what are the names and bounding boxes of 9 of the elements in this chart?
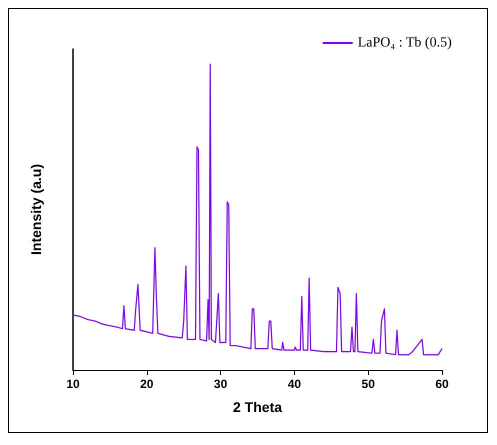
x-tick-label: 30 <box>214 377 228 391</box>
x-tick-label: 50 <box>362 377 376 391</box>
y-axis-title: Intensity (a.u) <box>28 164 44 256</box>
x-tick-label: 20 <box>140 377 154 391</box>
x-axis-title: 2 Theta <box>232 399 282 415</box>
legend-label: LaPO₄ : Tb (0.5) <box>358 36 452 50</box>
x-tick-label: 40 <box>288 377 302 391</box>
x-tick-label: 60 <box>435 377 449 391</box>
x-tick-label: 10 <box>66 377 80 391</box>
